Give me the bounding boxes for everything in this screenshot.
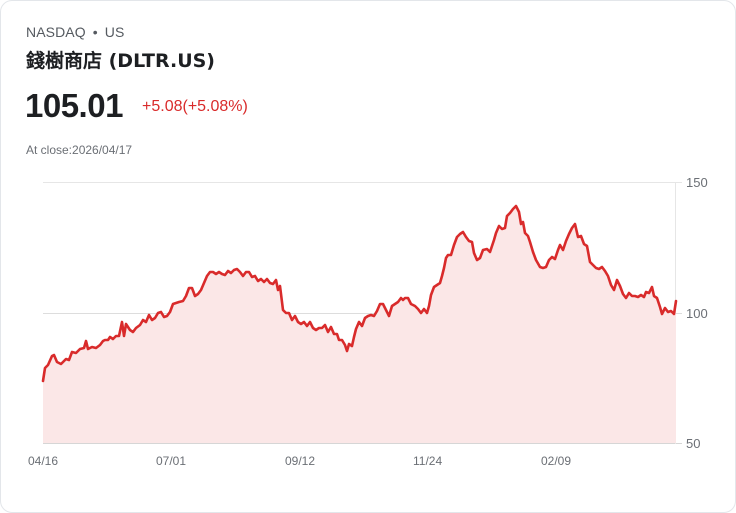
- exchange-label: NASDAQ • US: [26, 24, 124, 40]
- x-tick-0912: 09/12: [285, 454, 315, 468]
- region-name: US: [104, 24, 125, 40]
- x-tick-1124: 11/24: [413, 454, 442, 468]
- x-tick-0416: 04/16: [28, 454, 58, 468]
- y-axis-labels: 150 100 50: [686, 175, 708, 451]
- x-tick-0701: 07/01: [156, 454, 186, 468]
- exchange-name: NASDAQ: [26, 24, 86, 40]
- close-timestamp: At close:2026/04/17: [26, 143, 133, 157]
- price-change: +5.08(+5.08%): [142, 98, 248, 115]
- x-axis-labels: 04/16 07/01 09/12 11/24 02/09: [28, 454, 571, 468]
- current-price: 105.01: [25, 87, 123, 124]
- y-tick-50: 50: [686, 436, 700, 451]
- stock-title: 錢樹商店 (DLTR.US): [26, 50, 215, 72]
- y-tick-150: 150: [686, 175, 708, 190]
- separator-dot: •: [92, 24, 98, 40]
- y-tick-100: 100: [686, 306, 708, 321]
- x-tick-0209: 02/09: [541, 454, 571, 468]
- price-line: [41, 204, 678, 383]
